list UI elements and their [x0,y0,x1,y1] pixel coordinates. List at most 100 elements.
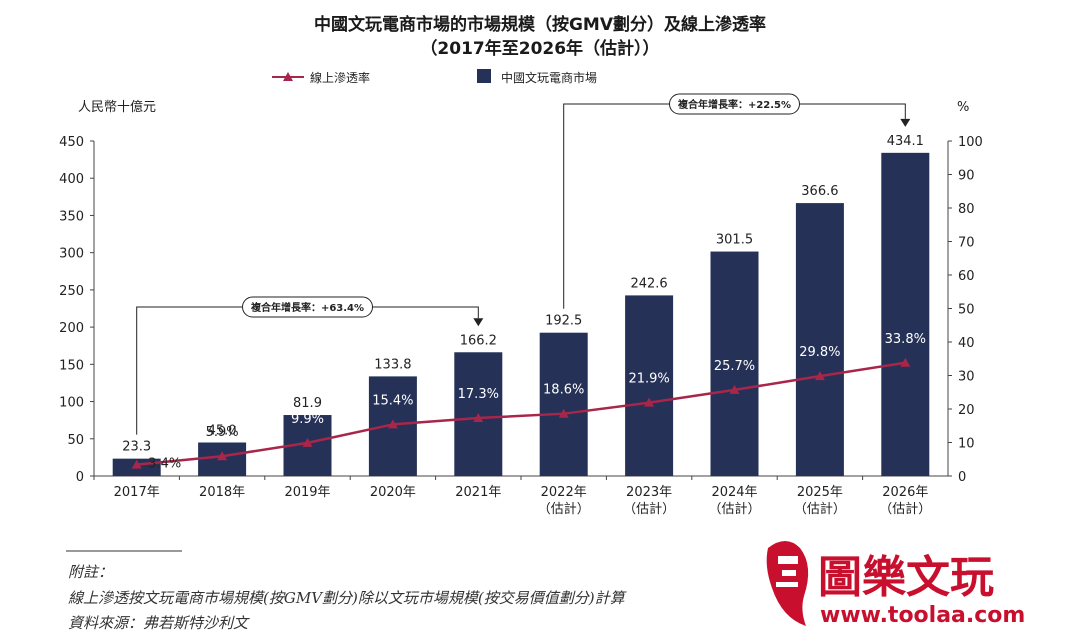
line-value-label: 18.6% [543,383,584,398]
bar-value-label: 242.6 [630,276,667,291]
footnote-heading: 附註： [68,563,113,581]
data-labels: 23.3 45.0 81.9 133.8 166.2 192.5 242.6 301.5 366… [122,134,926,472]
line-value-label: 9.9% [291,412,324,427]
line-marker [131,459,142,469]
y-left-tick-label: 50 [67,433,84,448]
bar-value-label: 192.5 [545,314,582,329]
y-right-tick-label: 90 [958,169,975,184]
x-tick-label: 2024年 [711,485,757,500]
chart-subtitle: （2017年至2026年（估計）） [420,38,659,59]
line-marker [387,419,398,429]
y-right-tick-label: 70 [958,236,975,251]
bar [625,295,674,476]
bars [112,152,930,476]
penetration-line [131,357,911,469]
x-tick-sublabel: （估計） [794,501,846,517]
line-value-label: 25.7% [714,359,755,374]
watermark-url: www.toolaa.com [820,603,1025,628]
cagr-bracket-right [799,103,906,119]
line-marker [302,437,313,447]
line-marker [473,413,484,423]
cagr-bracket-left [136,306,243,435]
bar-value-label: 434.1 [887,134,924,149]
legend-line-marker [283,72,293,81]
legend-bar-swatch [477,69,491,83]
line-marker [814,371,825,381]
y-left-tick-label: 400 [59,172,84,187]
bar [539,332,588,476]
chart-title: 中國文玩電商市場的市場規模（按GMV劃分）及線上滲透率 [314,14,766,35]
bar [881,152,930,476]
line-value-label: 21.9% [628,372,669,387]
x-tick-label: 2019年 [284,485,330,500]
y-right-tick-label: 30 [958,370,975,385]
x-tick-label: 2017年 [114,485,160,500]
x-tick-label: 2026年 [882,485,928,500]
line-marker [644,397,655,407]
y-right-tick-label: 10 [958,437,975,452]
x-tick-sublabel: （估計） [623,501,675,517]
cagr-pill [242,296,373,318]
y-left-tick-label: 350 [59,209,84,224]
line-marker [729,384,740,394]
y-left-tick-label: 200 [59,321,84,336]
y-left-tick-label: 100 [59,396,84,411]
line-value-label: 33.8% [885,332,926,347]
legend-bar-label: 中國文玩電商市場 [501,70,597,85]
penetration-polyline [136,361,906,466]
cagr-text: 複合年增長率：+63.4% [250,301,364,314]
x-tick-label: 2025年 [797,485,843,500]
cagr-arrowhead [473,318,484,327]
axes: 0 50 100 150 200 250 300 350 400 450 0 10 20 30 40 50 60… [59,135,983,517]
y-left-tick-label: 150 [59,358,84,373]
x-tick-label: 2020年 [370,485,416,500]
y-axis-left-title: 人民幣十億元 [78,99,156,115]
bar [710,251,759,476]
x-tick-sublabel: （估計） [538,501,590,517]
watermark-chinese: 圖樂文玩 [818,552,994,603]
legend: 線上滲透率 中國文玩電商市場 [272,69,597,85]
watermark-seal [766,541,809,626]
line-marker [217,451,228,461]
y-right-tick-label: 100 [958,135,983,150]
y-left-tick-label: 450 [59,135,84,150]
x-tick-sublabel: （估計） [879,501,931,517]
y-right-tick-label: 40 [958,336,975,351]
bar-value-label: 133.8 [374,357,411,372]
bar-value-label: 45.0 [208,424,237,439]
y-right-tick-label: 50 [958,303,975,318]
bar-value-label: 301.5 [716,233,753,248]
y-axis-right-title: % [957,100,969,115]
cagr-bracket-right [372,306,479,319]
x-tick-label: 2022年 [541,485,587,500]
bar-value-label: 166.2 [460,333,497,348]
x-tick-label: 2018年 [199,485,245,500]
bar-value-label: 23.3 [122,440,151,455]
footnote-note: 線上滲透按文玩電商市場規模(按GMV劃分)除以文玩市場規模(按交易價值劃分)計算 [68,589,627,607]
legend-line-label: 線上滲透率 [310,70,370,85]
line-value-label: 3.4% [148,457,181,472]
line-value-label: 17.3% [458,387,499,402]
cagr-pill [669,93,800,115]
cagr-annotations: 複合年增長率：+63.4% 複合年增長率：+22.5% [136,93,911,435]
y-left-tick-label: 250 [59,284,84,299]
y-right-tick-label: 20 [958,403,975,418]
y-right-tick-label: 80 [958,202,975,217]
footnote-source: 資料來源：弗若斯特沙利文 [68,614,250,632]
x-tick-label: 2023年 [626,485,672,500]
x-tick-label: 2021年 [455,485,501,500]
bar-value-label: 81.9 [293,396,322,411]
line-value-label: 5.9% [206,425,239,440]
y-right-tick-label: 0 [958,470,966,485]
bar [795,203,844,476]
line-value-label: 15.4% [372,393,413,408]
cagr-arrowhead [900,118,911,127]
line-value-label: 29.8% [799,345,840,360]
y-left-tick-label: 300 [59,247,84,262]
cagr-bracket-left [563,103,670,309]
line-marker [558,408,569,418]
x-tick-sublabel: （估計） [708,501,760,517]
watermark: 圖樂文玩 www.toolaa.com [766,541,1025,628]
cagr-text: 複合年增長率：+22.5% [677,98,791,111]
